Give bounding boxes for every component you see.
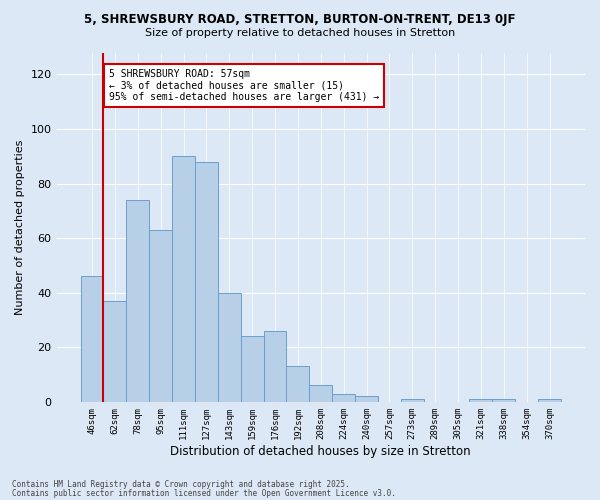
Bar <box>172 156 195 402</box>
Bar <box>310 386 332 402</box>
Bar <box>103 301 127 402</box>
Bar <box>195 162 218 402</box>
Bar <box>80 276 103 402</box>
Bar <box>241 336 263 402</box>
Bar <box>127 200 149 402</box>
Bar <box>469 399 493 402</box>
Bar <box>218 292 241 402</box>
Bar <box>538 399 561 402</box>
Bar <box>493 399 515 402</box>
Bar <box>332 394 355 402</box>
Bar <box>263 331 286 402</box>
Text: Contains HM Land Registry data © Crown copyright and database right 2025.: Contains HM Land Registry data © Crown c… <box>12 480 350 489</box>
Text: 5, SHREWSBURY ROAD, STRETTON, BURTON-ON-TRENT, DE13 0JF: 5, SHREWSBURY ROAD, STRETTON, BURTON-ON-… <box>84 12 516 26</box>
Y-axis label: Number of detached properties: Number of detached properties <box>15 140 25 315</box>
Bar <box>149 230 172 402</box>
Text: 5 SHREWSBURY ROAD: 57sqm
← 3% of detached houses are smaller (15)
95% of semi-de: 5 SHREWSBURY ROAD: 57sqm ← 3% of detache… <box>109 69 379 102</box>
Text: Size of property relative to detached houses in Stretton: Size of property relative to detached ho… <box>145 28 455 38</box>
Bar <box>286 366 310 402</box>
Text: Contains public sector information licensed under the Open Government Licence v3: Contains public sector information licen… <box>12 489 396 498</box>
Bar <box>401 399 424 402</box>
X-axis label: Distribution of detached houses by size in Stretton: Distribution of detached houses by size … <box>170 444 471 458</box>
Bar <box>355 396 378 402</box>
